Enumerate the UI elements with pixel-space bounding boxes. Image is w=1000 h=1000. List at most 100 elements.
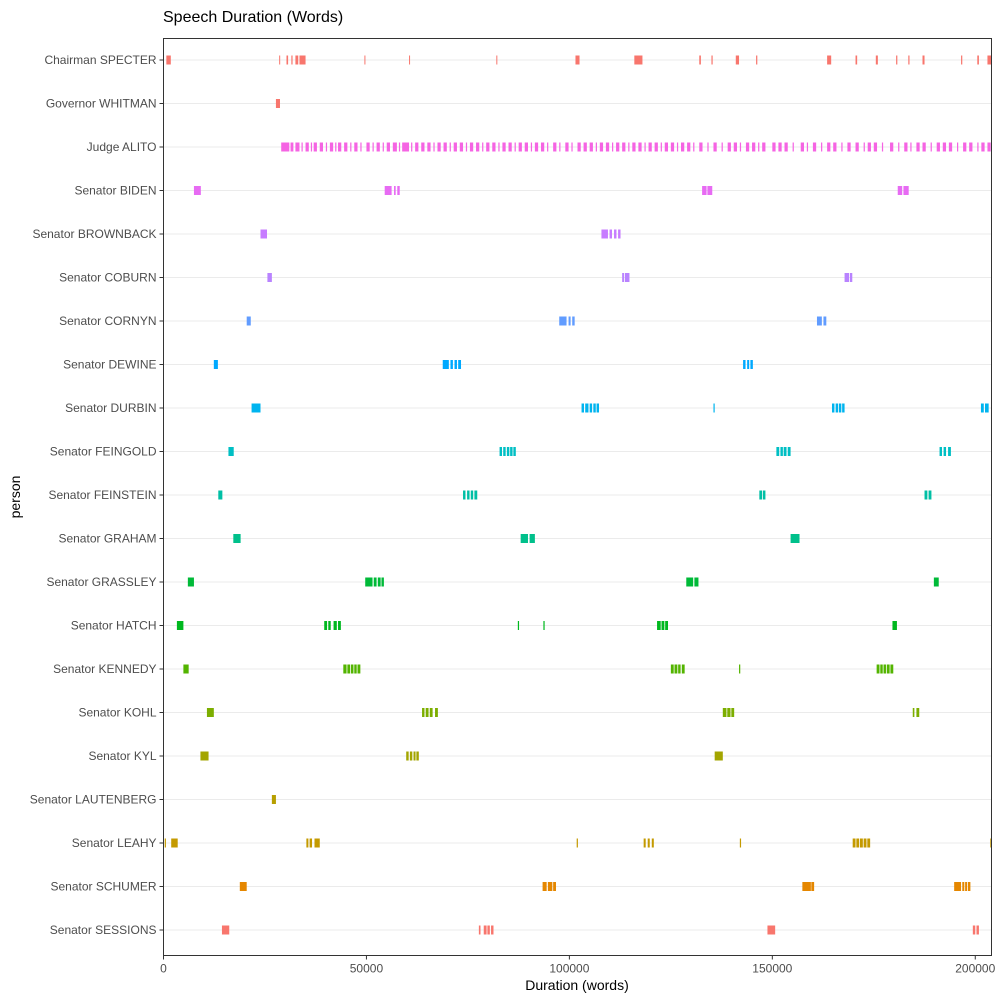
speech-segment [319,142,324,152]
y-tick-label: Chairman SPECTER [44,53,156,67]
x-tick-label: 50000 [350,962,384,976]
speech-segment [750,360,753,369]
speech-segment [733,142,738,152]
speech-segment [910,142,912,152]
speech-segment [856,838,860,848]
speech-segment [644,142,646,152]
speech-segment [510,447,513,456]
speech-segment [990,838,992,848]
speech-segment [492,142,496,152]
speech-segment [543,621,545,630]
speech-segment [478,925,481,935]
y-tick-label: Senator KENNEDY [53,662,156,676]
speech-segment [513,447,516,456]
speech-segment [811,882,815,891]
speech-segment [735,55,740,65]
speech-segment [583,142,587,152]
speech-segment [977,142,979,152]
y-tick-label: Governor WHITMAN [46,97,157,111]
speech-segment [559,142,561,152]
speech-segment [299,55,306,65]
speech-segment [833,142,837,152]
speech-segment [686,577,694,587]
speech-segment [890,664,894,674]
speech-segment [634,55,643,65]
speech-segment [376,142,380,152]
speech-segment [762,142,766,152]
speech-segment [415,142,419,152]
speech-segment [654,142,658,152]
speech-segment [454,360,457,369]
speech-segment [711,55,713,65]
speech-segment [585,403,589,413]
speech-segment [514,142,516,152]
y-tick-label: Senator HATCH [71,619,157,633]
speech-segment [309,838,313,848]
speech-segment [661,621,665,630]
speech-segment [916,708,920,717]
speech-segment [687,142,691,152]
speech-segment [987,142,991,152]
speech-segment [354,142,358,152]
speech-segment [827,55,832,65]
x-tick-label: 200000 [955,962,995,976]
speech-segment [382,142,384,152]
speech-segment [228,447,234,456]
speech-segment [614,229,617,239]
speech-segment [616,142,620,152]
speech-segment [498,142,500,152]
speech-segment [967,882,971,891]
speech-segment [325,142,328,152]
speech-segment [664,142,669,152]
speech-segment [965,882,968,891]
speech-segment [193,186,201,195]
speech-segment [714,751,723,761]
speech-segment [876,664,880,674]
speech-segment [333,621,337,630]
speech-segment [849,273,853,282]
speech-segment [575,55,580,65]
data-marks [164,55,992,935]
speech-segment [628,142,630,152]
speech-segment [183,664,189,674]
x-tick-label: 150000 [752,962,792,976]
speech-segment [812,142,817,152]
speech-segment [534,142,539,152]
speech-segment [576,838,578,848]
speech-segment [787,447,791,456]
speech-segment [954,882,962,891]
speech-segment [930,142,932,152]
speech-segment [699,142,703,152]
speech-segment [416,751,419,761]
speech-segment [463,490,466,500]
speech-segment [599,142,604,152]
speech-segment [792,142,794,152]
speech-segment [517,621,520,630]
speech-segment [286,55,289,65]
speech-segment [381,577,384,587]
speech-segment [275,99,280,108]
speech-segment [778,142,782,152]
speech-segment [702,186,707,195]
speech-segment [553,142,557,152]
speech-segment [880,664,883,674]
grid [163,59,992,931]
y-tick-label: Senator FEINSTEIN [48,488,156,502]
speech-segment [559,316,567,326]
speech-segment [681,664,685,674]
speech-segment [855,142,859,152]
y-tick-label: Senator KOHL [78,706,156,720]
speech-segment [657,621,661,630]
speech-segment [816,316,822,326]
speech-segment [827,142,831,152]
speech-segment [922,142,926,152]
speech-segment [595,142,597,152]
speech-segment [783,447,787,456]
speech-segment [841,142,843,152]
speech-segment [530,142,533,152]
speech-segment [699,55,701,65]
speech-segment [852,838,856,848]
speech-segment [896,55,898,65]
speech-segment [942,142,947,152]
speech-segment [596,403,600,413]
